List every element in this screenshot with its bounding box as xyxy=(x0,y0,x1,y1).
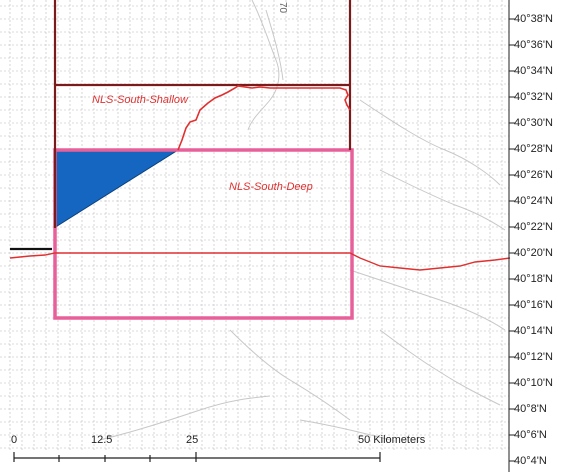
lat-label: 40°6'N xyxy=(514,429,547,441)
lat-label: 40°10'N xyxy=(514,377,553,389)
shallow-zone-outline[interactable] xyxy=(53,0,352,228)
lat-label: 40°8'N xyxy=(514,403,547,415)
contour-label: 70 xyxy=(277,1,289,14)
lat-label: 40°32'N xyxy=(514,91,553,103)
scale-label-50-km: 50 Kilometers xyxy=(358,434,426,446)
lat-label: 40°18'N xyxy=(514,273,553,285)
lat-label: 40°38'N xyxy=(514,13,553,25)
boundary-line-red-lower xyxy=(9,252,511,271)
lat-label: 40°26'N xyxy=(514,169,553,181)
scale-label-25: 25 xyxy=(186,434,199,446)
scale-label-12-5: 12.5 xyxy=(91,434,113,446)
scale-label-0: 0 xyxy=(11,434,18,446)
scale-bar xyxy=(13,452,381,462)
lat-label: 40°24'N xyxy=(514,195,553,207)
background-contours xyxy=(99,0,506,441)
lat-label: 40°20'N xyxy=(514,247,553,259)
lat-label: 40°28'N xyxy=(514,143,553,155)
lat-label: 40°16'N xyxy=(514,299,553,311)
graticule-grid xyxy=(0,0,509,450)
boundary-line-red xyxy=(177,85,351,151)
lat-label: 40°36'N xyxy=(514,39,553,51)
lat-label: 40°30'N xyxy=(514,117,553,129)
lat-label: 40°4'N xyxy=(514,455,547,467)
zone-label-deep: NLS-South-Deep xyxy=(229,181,313,193)
deep-zone-outline[interactable] xyxy=(53,148,354,320)
lat-label: 40°14'N xyxy=(514,325,553,337)
blue-zone-polygon[interactable] xyxy=(53,149,180,229)
lat-label: 40°34'N xyxy=(514,65,553,77)
zone-label-shallow: NLS-South-Shallow xyxy=(92,94,188,106)
lat-label: 40°22'N xyxy=(514,221,553,233)
lat-label: 40°12'N xyxy=(514,351,553,363)
